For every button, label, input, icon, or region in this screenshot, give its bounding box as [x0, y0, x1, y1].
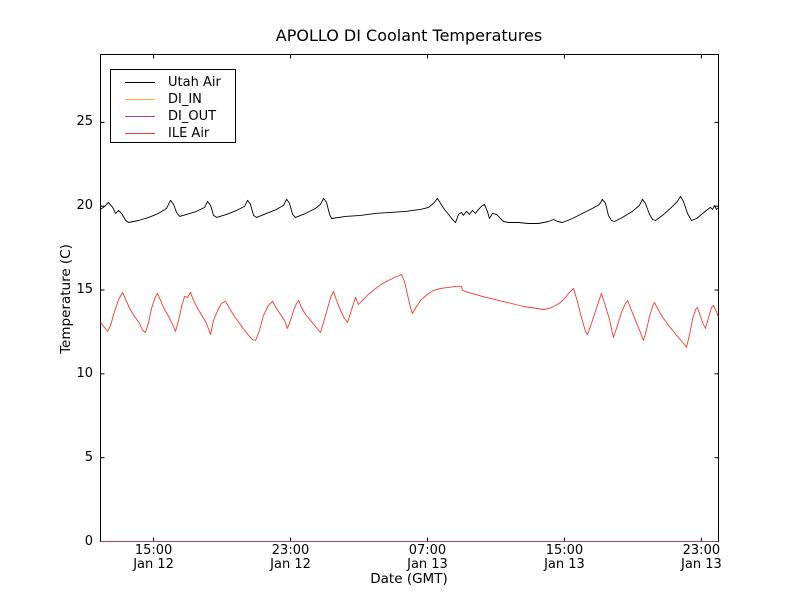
- x-tick-date: Jan 13: [407, 556, 448, 572]
- y-tick-label: 25: [76, 114, 93, 130]
- x-tick-time: 23:00: [271, 543, 310, 558]
- y-tick-label: 20: [76, 198, 93, 214]
- legend: Utah Air DI_IN DI_OUT ILE Air: [110, 69, 236, 143]
- x-tick-label: 07:00 Jan 13: [377, 544, 477, 571]
- legend-line-sample-di-out: [125, 115, 155, 118]
- y-tick-label: 5: [84, 449, 93, 465]
- y-tick-label: 0: [84, 533, 93, 549]
- x-tick-date: Jan 13: [544, 556, 585, 572]
- chart-title: APOLLO DI Coolant Temperatures: [275, 26, 543, 45]
- legend-item-utah-air: Utah Air: [111, 74, 235, 91]
- x-tick-label: 23:00 Jan 12: [241, 544, 341, 571]
- legend-label: DI_OUT: [168, 109, 217, 124]
- x-tick-label: 15:00 Jan 12: [104, 544, 204, 571]
- x-tick-time: 15:00: [545, 543, 584, 558]
- y-tick-label: 15: [76, 282, 93, 298]
- x-tick-date: Jan 13: [681, 556, 722, 572]
- y-axis-label: Temperature (C): [58, 244, 74, 354]
- x-tick-time: 15:00: [134, 543, 173, 558]
- x-axis-label: Date (GMT): [370, 571, 448, 587]
- x-tick-date: Jan 12: [270, 556, 311, 572]
- x-tick-time: 23:00: [682, 543, 721, 558]
- legend-item-di-in: DI_IN: [111, 91, 235, 108]
- series-line-utah-air: [100, 195, 719, 224]
- legend-line-sample-di-in: [125, 98, 155, 101]
- legend-line-sample-utah-air: [125, 81, 155, 84]
- legend-line-sample-ile-air: [125, 132, 155, 135]
- legend-label: Utah Air: [168, 75, 221, 90]
- y-tick-label: 10: [76, 365, 93, 381]
- x-tick-label: 15:00 Jan 13: [514, 544, 614, 571]
- legend-label: ILE Air: [168, 126, 210, 141]
- legend-item-di-out: DI_OUT: [111, 108, 235, 125]
- legend-label: DI_IN: [168, 92, 202, 107]
- x-tick-date: Jan 12: [133, 556, 174, 572]
- x-tick-time: 07:00: [408, 543, 447, 558]
- legend-item-ile-air: ILE Air: [111, 125, 235, 142]
- x-tick-label: 23:00 Jan 13: [651, 544, 751, 571]
- series-line-ile-air: [100, 273, 719, 348]
